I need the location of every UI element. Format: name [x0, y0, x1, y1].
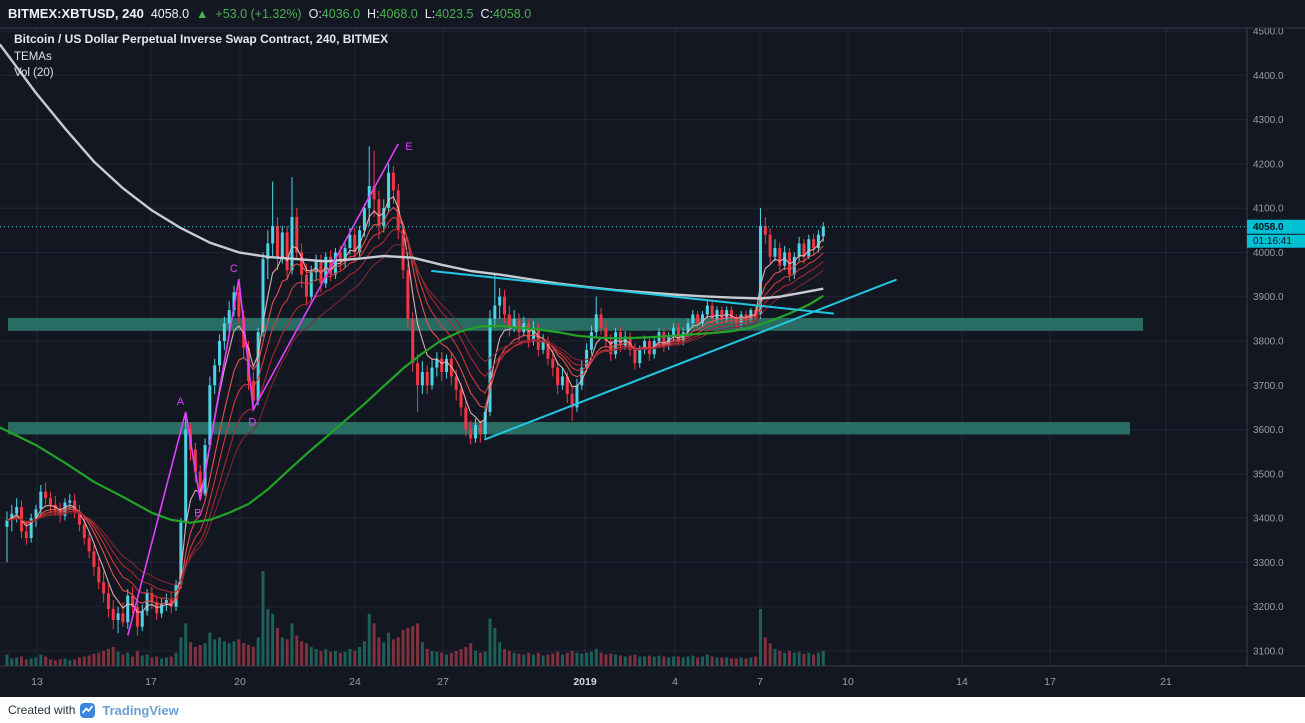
svg-text:3900.0: 3900.0: [1253, 292, 1284, 303]
low-value: L:4023.5: [424, 6, 474, 21]
trendlines-layer[interactable]: [431, 270, 897, 441]
svg-text:3300.0: 3300.0: [1253, 558, 1284, 569]
trendline-lower[interactable]: [484, 278, 897, 441]
close-value: C:4058.0: [480, 6, 532, 21]
current-price-label: 4058.0: [1247, 219, 1305, 234]
price-change: +53.0 (+1.32%): [215, 6, 302, 21]
tradingview-link[interactable]: TradingView: [102, 702, 179, 718]
svg-text:4100.0: 4100.0: [1253, 204, 1284, 215]
tema-ribbon-layer: [6, 195, 824, 613]
price-axis[interactable]: 3100.0 3200.0 3300.0 3400.0 3500.0 3600.0 3700…: [1246, 27, 1305, 698]
svg-text:7: 7: [757, 676, 763, 688]
svg-text:4: 4: [672, 676, 678, 688]
svg-text:10: 10: [842, 676, 854, 688]
bar-countdown-label: 01:16:41: [1247, 234, 1305, 248]
svg-text:2019: 2019: [573, 676, 597, 688]
svg-text:17: 17: [1044, 676, 1056, 688]
support-resistance-bands: [8, 317, 1143, 435]
svg-text:01:16:41: 01:16:41: [1253, 236, 1292, 247]
svg-text:4300.0: 4300.0: [1253, 115, 1284, 126]
svg-text:3100.0: 3100.0: [1253, 647, 1284, 658]
svg-text:3700.0: 3700.0: [1253, 381, 1284, 392]
svg-text:4400.0: 4400.0: [1253, 71, 1284, 82]
svg-text:4058.0: 4058.0: [1253, 222, 1284, 233]
svg-text:3500.0: 3500.0: [1253, 469, 1284, 480]
time-axis[interactable]: 13 17 20 24 27 2019 4 7 10 14 17 21: [0, 27, 1305, 697]
wave-label-d: D: [248, 417, 256, 429]
price-chart-canvas[interactable]: A B C D E 3100.0 3200.0 3300.0 3400.0 3500.0 3600.…: [0, 0, 1305, 697]
wave-label-a: A: [177, 396, 185, 408]
symbol-name[interactable]: BITMEX:XBTUSD, 240: [8, 6, 144, 21]
symbol-info-bar: BITMEX:XBTUSD, 240 4058.0 ▲ +53.0 (+1.32…: [0, 0, 1305, 27]
trendline-upper[interactable]: [431, 270, 834, 315]
change-arrow-icon: ▲: [196, 6, 209, 21]
attribution-footer: Created with TradingView: [0, 697, 1305, 723]
svg-text:4200.0: 4200.0: [1253, 159, 1284, 170]
high-value: H:4068.0: [367, 6, 418, 21]
svg-text:21: 21: [1160, 676, 1172, 688]
open-value: O:4036.0: [308, 6, 361, 21]
svg-text:17: 17: [145, 676, 157, 688]
svg-text:3600.0: 3600.0: [1253, 425, 1284, 436]
svg-text:13: 13: [31, 676, 43, 688]
last-price: 4058.0: [150, 6, 190, 21]
tradingview-logo-icon: [80, 702, 96, 718]
abcde-zigzag[interactable]: A B C D E: [127, 141, 413, 636]
volume-layer: [5, 571, 825, 666]
svg-text:14: 14: [956, 676, 968, 688]
svg-text:4500.0: 4500.0: [1253, 27, 1284, 38]
svg-text:20: 20: [234, 676, 246, 688]
wave-label-b: B: [194, 507, 201, 519]
wave-label-c: C: [230, 263, 238, 275]
ma-layer: [0, 43, 824, 524]
wave-label-e: E: [405, 141, 412, 153]
svg-text:3800.0: 3800.0: [1253, 337, 1284, 348]
svg-text:3400.0: 3400.0: [1253, 514, 1284, 525]
svg-text:27: 27: [437, 676, 449, 688]
svg-text:3200.0: 3200.0: [1253, 602, 1284, 613]
created-with-text: Created with: [8, 703, 76, 717]
svg-text:4000.0: 4000.0: [1253, 248, 1284, 259]
svg-text:24: 24: [349, 676, 361, 688]
